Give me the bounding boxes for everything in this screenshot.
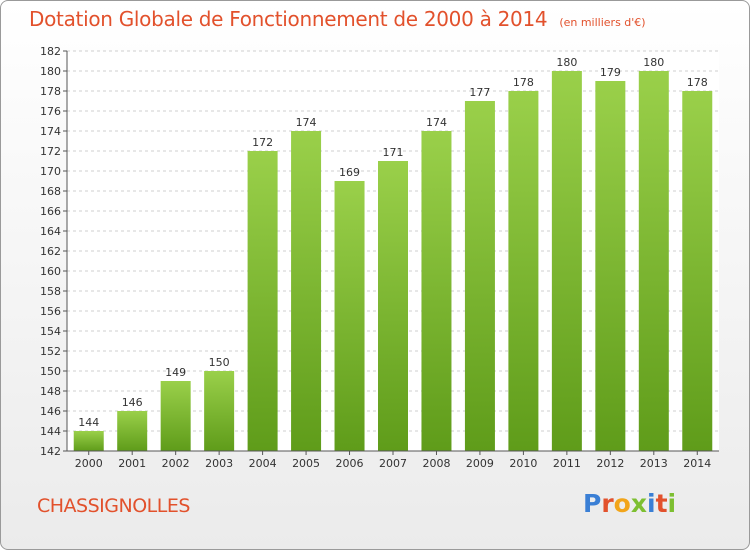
- logo-letter: x: [630, 489, 647, 518]
- y-tick-label: 154: [40, 325, 61, 338]
- x-tick-label: 2004: [249, 457, 277, 470]
- y-tick-label: 164: [40, 225, 61, 238]
- y-tick-label: 150: [40, 365, 61, 378]
- bar: [551, 71, 582, 451]
- bar-value-label: 150: [209, 356, 230, 369]
- x-tick-label: 2014: [683, 457, 711, 470]
- bar-value-label: 171: [383, 146, 404, 159]
- bar: [595, 81, 626, 451]
- x-tick-label: 2001: [118, 457, 146, 470]
- x-tick-label: 2009: [466, 457, 494, 470]
- bar-value-label: 178: [513, 76, 534, 89]
- x-tick-label: 2010: [509, 457, 537, 470]
- y-tick-label: 168: [40, 185, 61, 198]
- x-tick-label: 2002: [162, 457, 190, 470]
- bar: [117, 411, 148, 451]
- bar-value-label: 177: [469, 86, 490, 99]
- x-tick-label: 2011: [553, 457, 581, 470]
- bar-value-label: 172: [252, 136, 273, 149]
- bar: [204, 371, 235, 451]
- bar-value-label: 174: [426, 116, 447, 129]
- y-tick-label: 172: [40, 145, 61, 158]
- x-tick-label: 2013: [640, 457, 668, 470]
- y-tick-label: 162: [40, 245, 61, 258]
- y-tick-label: 174: [40, 125, 61, 138]
- bar-value-label: 174: [296, 116, 317, 129]
- bar-value-label: 146: [122, 396, 143, 409]
- chart-unit: (en milliers d'€): [559, 16, 646, 29]
- y-tick-label: 144: [40, 425, 61, 438]
- commune-name: CHASSIGNOLLES: [37, 495, 190, 517]
- y-tick-label: 146: [40, 405, 61, 418]
- logo-letter: t: [655, 489, 668, 518]
- x-tick-label: 2005: [292, 457, 320, 470]
- y-tick-label: 152: [40, 345, 61, 358]
- y-tick-label: 182: [40, 45, 61, 58]
- bar: [73, 431, 104, 451]
- y-tick-label: 148: [40, 385, 61, 398]
- y-tick-label: 142: [40, 445, 61, 458]
- x-tick-label: 2007: [379, 457, 407, 470]
- logo-letter: i: [667, 489, 677, 518]
- bar: [247, 151, 278, 451]
- chart-title-block: Dotation Globale de Fonctionnement de 20…: [29, 7, 646, 31]
- bar: [682, 91, 713, 451]
- bar-value-label: 178: [687, 76, 708, 89]
- x-tick-label: 2000: [75, 457, 103, 470]
- x-tick-label: 2008: [422, 457, 450, 470]
- bar: [464, 101, 495, 451]
- x-tick-label: 2012: [596, 457, 624, 470]
- logo-letter: o: [613, 489, 631, 518]
- proxiti-logo: Proxiti: [583, 489, 676, 518]
- bar-value-label: 144: [78, 416, 99, 429]
- bar: [291, 131, 322, 451]
- bar: [421, 131, 452, 451]
- y-tick-label: 158: [40, 285, 61, 298]
- bar: [508, 91, 539, 451]
- chart-title: Dotation Globale de Fonctionnement de 20…: [29, 7, 548, 31]
- y-tick-label: 156: [40, 305, 61, 318]
- y-tick-label: 176: [40, 105, 61, 118]
- y-tick-label: 160: [40, 265, 61, 278]
- x-tick-label: 2003: [205, 457, 233, 470]
- bar: [638, 71, 669, 451]
- bar-value-label: 169: [339, 166, 360, 179]
- bar-value-label: 180: [643, 56, 664, 69]
- bar: [334, 181, 365, 451]
- y-tick-label: 180: [40, 65, 61, 78]
- logo-letter: P: [583, 489, 602, 518]
- y-tick-label: 170: [40, 165, 61, 178]
- y-tick-label: 166: [40, 205, 61, 218]
- bar: [160, 381, 191, 451]
- bar-value-label: 149: [165, 366, 186, 379]
- logo-letter: i: [647, 489, 656, 518]
- y-tick-label: 178: [40, 85, 61, 98]
- x-tick-label: 2006: [336, 457, 364, 470]
- bar: [378, 161, 408, 451]
- bar-value-label: 179: [600, 66, 621, 79]
- bar-value-label: 180: [556, 56, 577, 69]
- logo-letter: r: [601, 489, 614, 518]
